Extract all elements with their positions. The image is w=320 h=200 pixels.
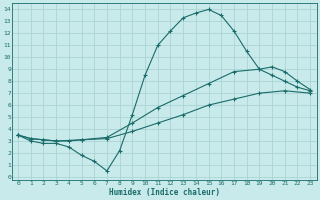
- X-axis label: Humidex (Indice chaleur): Humidex (Indice chaleur): [108, 188, 220, 197]
